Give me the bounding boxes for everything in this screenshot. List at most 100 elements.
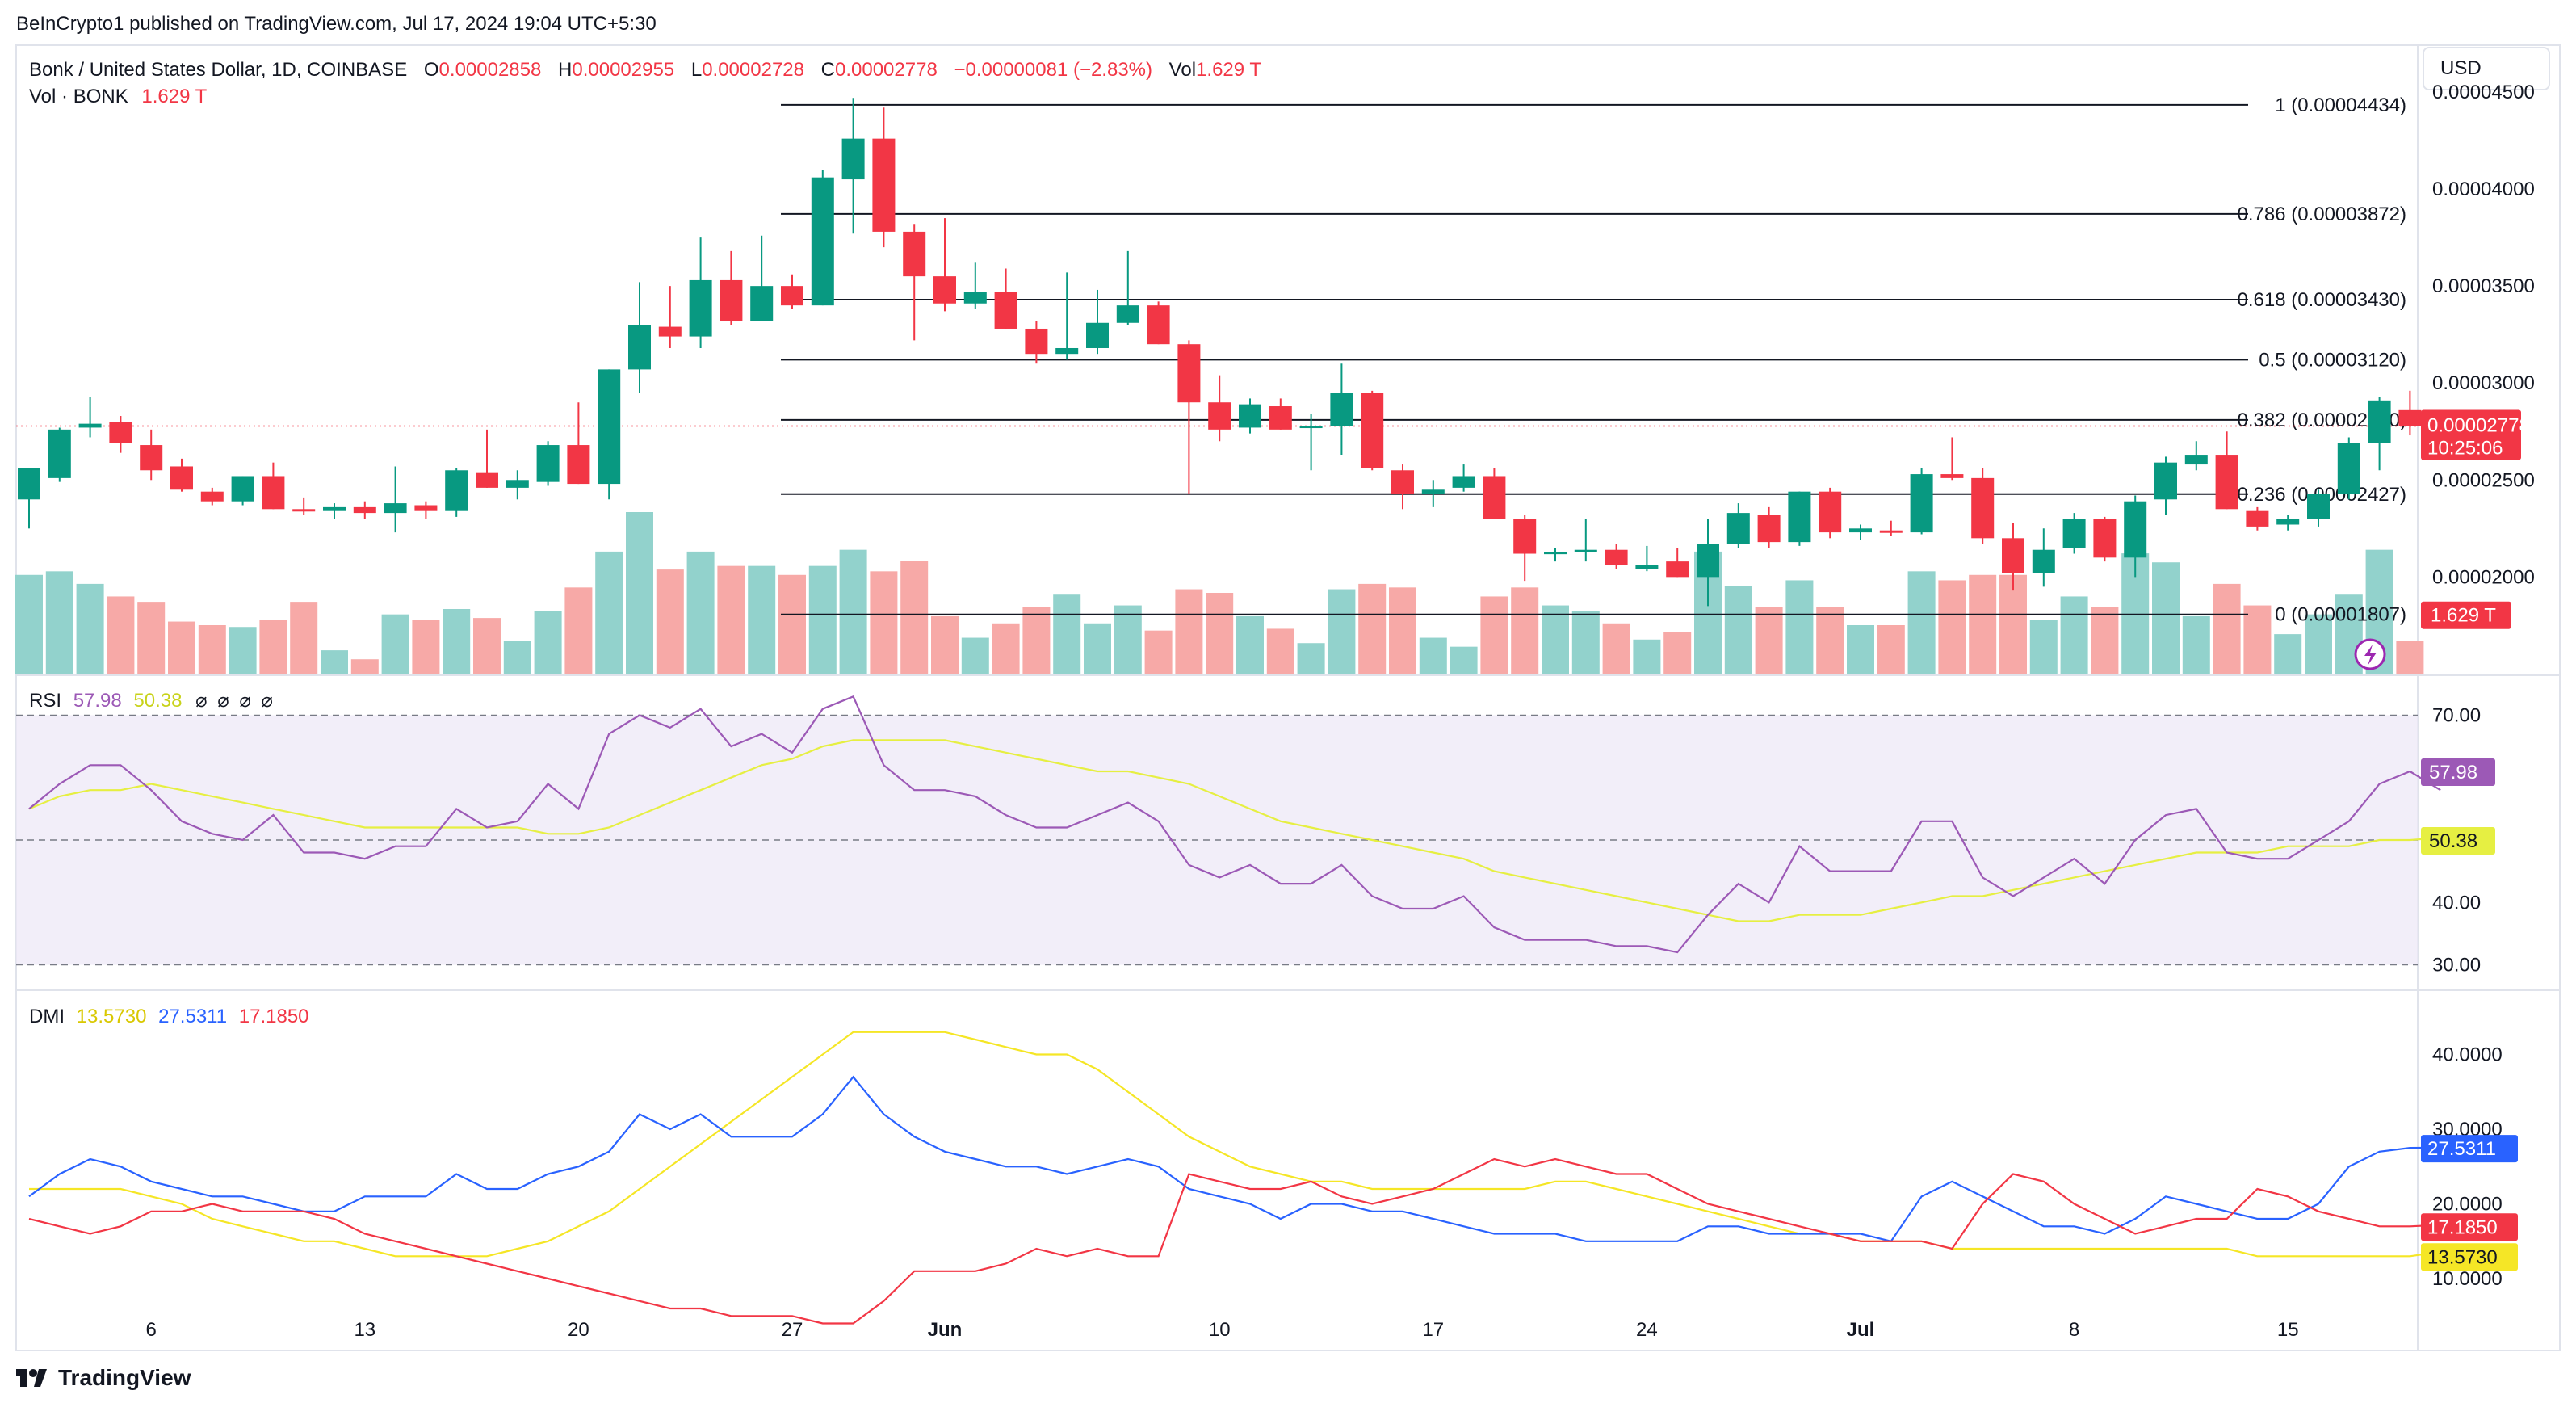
candle-body (1147, 305, 1170, 345)
volume-bar (2182, 615, 2210, 674)
time-tick-label: 20 (568, 1319, 589, 1341)
volume-bar (1633, 639, 1661, 674)
volume-bar (1755, 607, 1783, 674)
change-value: −0.00000081 (−2.83%) (954, 59, 1152, 81)
volume-bar (1450, 646, 1478, 674)
volume-tag-label: 1.629 T (2431, 605, 2496, 627)
volume-bar (473, 618, 501, 674)
plus-di-line (28, 1075, 2441, 1243)
candle-body (2032, 549, 2055, 573)
candle-body (1574, 549, 1597, 552)
time-tick-label: 15 (2277, 1319, 2299, 1341)
last-price-label: 0.00002778 (2427, 415, 2530, 437)
candle-body (2093, 519, 2117, 558)
candle-body (1239, 404, 1261, 428)
volume-bar (778, 574, 806, 674)
candle-body (2062, 519, 2086, 548)
volume-bar (107, 596, 135, 674)
close-label: C (820, 59, 835, 81)
candle-body (720, 279, 743, 321)
candle-body (689, 279, 712, 337)
candle-body (2337, 443, 2360, 494)
candle-body (2398, 410, 2422, 426)
volume-bar (1602, 623, 1630, 674)
candle-body (628, 325, 651, 370)
volume-bar (1480, 596, 1508, 674)
candle-body (109, 422, 132, 443)
volume-bar (992, 623, 1020, 674)
volume-bar (503, 641, 531, 674)
candle-body (200, 491, 224, 502)
candle-body (994, 292, 1017, 329)
volume-bar (626, 512, 653, 674)
candle-body (750, 286, 774, 321)
candle-body (2307, 494, 2330, 519)
volume-bar (1266, 628, 1294, 674)
symbol-title[interactable]: Bonk / United States Dollar, 1D, COINBAS… (29, 59, 408, 81)
high-value: 0.00002955 (572, 59, 675, 81)
volume-bar (564, 587, 593, 674)
volume-bar (350, 659, 379, 674)
candle-body (933, 276, 956, 304)
symbol-legend: Bonk / United States Dollar, 1D, COINBAS… (29, 59, 1261, 82)
candle-body (1391, 470, 1414, 494)
dmi-pane: 40.000030.000020.000010.000013.573027.53… (28, 1031, 2518, 1325)
volume-bar (198, 625, 226, 674)
candle-body (2215, 455, 2238, 510)
last-price-tag (2421, 410, 2521, 460)
minus-di-line (28, 1157, 2441, 1325)
fib-retracement: 1 (0.00004434) 0.786 (0.00003872) 0.618 (0… (16, 94, 2418, 626)
dmi-legend-label[interactable]: DMI (29, 1006, 65, 1027)
volume-bar (1938, 580, 1966, 674)
candle-body (78, 423, 102, 428)
candle-body (1055, 347, 1079, 355)
volume-bar (1571, 611, 1600, 674)
open-label: O (423, 59, 439, 81)
volume-bar (1206, 593, 1234, 674)
time-tick-label: 13 (354, 1319, 375, 1341)
candle-body (1177, 344, 1201, 403)
dmi-tick-label: 40.0000 (2432, 1044, 2503, 1066)
currency-button[interactable]: USD (2423, 47, 2550, 90)
volume-bar (1542, 605, 1569, 674)
volume-bar (137, 602, 166, 674)
volume-bar (321, 650, 348, 674)
candle-body (1697, 544, 1719, 578)
volume-bar (808, 565, 837, 674)
volume-bars (15, 512, 2424, 674)
volume-bar (1511, 587, 1539, 674)
time-tick-label: 24 (1636, 1319, 1658, 1341)
time-tick-label: Jul (1847, 1319, 1875, 1341)
candle-body (963, 292, 987, 304)
volume-bar (1724, 586, 1752, 674)
volume-bar (595, 551, 623, 674)
volume-bar (2152, 562, 2180, 674)
candle-body (841, 138, 865, 180)
vol-label: Vol (1168, 59, 1197, 81)
candle-body (1544, 552, 1567, 555)
volume-legend-label[interactable]: Vol · BONK (29, 86, 128, 107)
time-tick-label: Jun (928, 1319, 963, 1341)
volume-bar (1877, 625, 1905, 674)
price-tick-label: 0.00002500 (2432, 469, 2535, 491)
candle-body (1086, 322, 1109, 348)
candle-body (140, 445, 163, 471)
axis-labels (2354, 638, 2386, 670)
volume-bar (1785, 580, 1814, 674)
volume-bar (443, 609, 471, 674)
tradingview-branding[interactable]: TradingView (16, 1365, 191, 1391)
candle-body (811, 177, 834, 306)
volume-bar (1114, 605, 1142, 674)
volume-tag (2421, 601, 2511, 629)
candles (18, 98, 2422, 607)
rsi-legend-label[interactable]: RSI (29, 690, 62, 712)
candle-body (781, 286, 803, 306)
volume-bar (45, 571, 73, 674)
volume-bar (686, 551, 715, 674)
candle-body (1910, 474, 1933, 533)
volume-bar (900, 561, 929, 674)
volume-bar (656, 569, 684, 674)
volume-bar (1297, 643, 1325, 674)
candle-body (445, 470, 468, 511)
